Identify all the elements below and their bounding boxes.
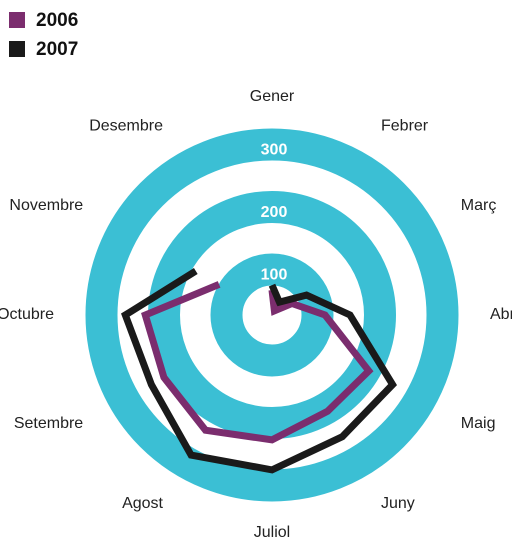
category-label: Juliol <box>254 524 290 537</box>
category-label: Febrer <box>381 117 429 134</box>
category-label: Novembre <box>9 197 83 214</box>
legend-swatch <box>9 41 25 57</box>
series-line <box>141 281 374 444</box>
category-label: Agost <box>122 495 163 512</box>
category-label: Setembre <box>14 415 83 432</box>
category-label: Abril <box>490 306 512 323</box>
legend-label: 2007 <box>36 39 78 60</box>
ring-label: 200 <box>261 204 288 221</box>
category-label: Gener <box>250 88 295 105</box>
category-label: Octubre <box>0 306 54 323</box>
ring <box>85 128 459 502</box>
legend-swatch <box>9 12 25 28</box>
ring <box>148 191 396 439</box>
ring-label: 300 <box>261 142 288 159</box>
series-line <box>121 268 397 474</box>
ring-label: 100 <box>261 267 288 284</box>
category-label: Desembre <box>89 117 163 134</box>
legend-label: 2006 <box>36 10 78 31</box>
category-label: Juny <box>381 495 415 512</box>
category-label: Maig <box>461 415 496 432</box>
category-label: Març <box>461 197 497 214</box>
